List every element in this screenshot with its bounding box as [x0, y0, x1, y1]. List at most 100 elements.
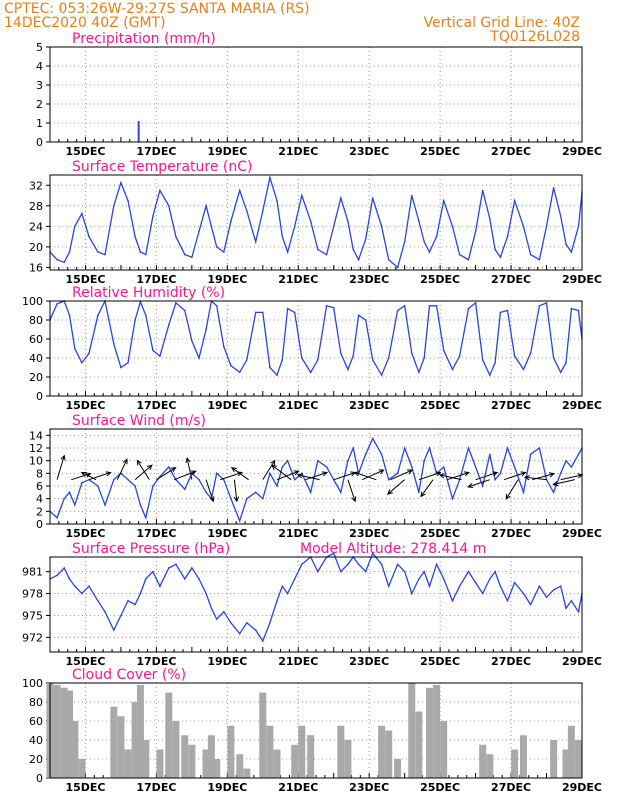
wind-vector-arrow	[276, 470, 300, 481]
x-tick-label: 29DEC	[562, 399, 602, 412]
wind-vector-arrow	[88, 471, 112, 481]
header-station: CPTEC: 053:26W-29:27S SANTA MARIA (RS)	[4, 1, 310, 17]
surface_wind-point	[442, 466, 445, 468]
cloud_cover-bar	[307, 735, 315, 778]
relative_humidity-point	[159, 355, 161, 357]
cloud_cover-bar	[236, 754, 244, 778]
relative_humidity-point	[276, 374, 278, 376]
y-tick-label: 8	[36, 467, 43, 480]
relative_humidity-point	[494, 361, 496, 364]
cloud_cover-bar	[486, 754, 494, 778]
relative_humidity-title: Relative Humidity (%)	[72, 285, 225, 301]
x-tick-label: 15DEC	[65, 145, 105, 158]
surface_pressure-point	[134, 603, 136, 606]
relative_humidity-point	[474, 302, 477, 304]
surface_pressure-point	[293, 578, 296, 580]
cloud_cover-bar	[511, 749, 519, 778]
wind-vector-arrow	[467, 479, 490, 489]
y-tick-label: 0	[36, 136, 43, 149]
relative_humidity-point	[56, 303, 58, 305]
x-tick-label: 27DEC	[491, 527, 531, 540]
y-tick-label: 5	[36, 41, 43, 54]
surface_pressure-point	[529, 603, 532, 606]
surface_temperature-point	[435, 235, 438, 238]
surface_wind-point	[198, 478, 200, 481]
surface_wind-point	[293, 478, 296, 481]
wind-vector-arrow	[347, 479, 357, 503]
wind-vector-arrow	[420, 479, 434, 498]
surface_wind-point	[529, 453, 532, 456]
surface_temperature-point	[63, 261, 65, 264]
y-tick-label: 24	[29, 220, 43, 233]
surface_temperature-point	[423, 240, 425, 243]
y-tick-label: 4	[36, 493, 43, 506]
cloud_cover-bar	[131, 702, 139, 778]
surface_pressure-point	[139, 592, 142, 595]
surface_pressure-point	[168, 567, 170, 569]
relative_humidity-point	[134, 319, 136, 321]
relative_humidity-point	[198, 357, 200, 359]
wind-vector-arrow	[560, 473, 584, 481]
surface_pressure-point	[269, 621, 271, 624]
surface_pressure-point	[254, 629, 257, 631]
surface_wind-point	[451, 497, 454, 500]
y-tick-label: 12	[29, 442, 43, 455]
surface_temperature-point	[246, 210, 248, 212]
surface_temperature-point	[215, 246, 218, 248]
y-tick-label: 2	[36, 505, 43, 518]
surface_wind-point	[387, 478, 390, 481]
surface_pressure-point	[97, 600, 99, 602]
relative_humidity-point	[230, 364, 232, 367]
surface_wind-point	[286, 459, 289, 462]
relative_humidity-point	[570, 307, 573, 310]
header-model-id: TQ0126L028	[489, 29, 580, 45]
surface_temperature-point	[74, 225, 76, 228]
surface_pressure-point	[423, 570, 425, 573]
y-tick-label: 972	[22, 631, 43, 644]
surface_wind-point	[577, 453, 580, 456]
surface_pressure-point	[387, 585, 390, 588]
surface_temperature-point	[481, 189, 484, 192]
wind-vector-arrow	[505, 479, 519, 500]
surface_pressure-point	[205, 592, 207, 595]
surface_temperature-point	[499, 256, 502, 258]
wind-vector-arrow	[438, 473, 462, 481]
surface_pressure-point	[281, 585, 284, 588]
surface_pressure-series-line	[49, 552, 583, 643]
surface_pressure-point	[410, 592, 413, 595]
surface_temperature-point	[56, 258, 58, 261]
cloud_cover-bar	[479, 744, 487, 778]
surface_pressure-point	[494, 570, 496, 573]
surface_temperature-frame	[49, 174, 583, 271]
surface_pressure-point	[286, 592, 289, 595]
surface_wind-point	[254, 491, 257, 494]
relative_humidity-point	[81, 361, 83, 364]
cloud_cover-bar	[78, 759, 86, 778]
x-tick-label: 17DEC	[136, 145, 176, 158]
y-tick-label: 60	[29, 333, 43, 346]
x-tick-label: 19DEC	[207, 781, 247, 794]
surface_temperature-point	[396, 266, 399, 269]
surface_wind-point	[205, 491, 207, 494]
cloud_cover-frame	[49, 682, 583, 779]
cloud_cover-bar	[110, 706, 118, 778]
surface_temperature-point	[513, 199, 516, 202]
x-tick-label: 17DEC	[136, 527, 176, 540]
relative_humidity-point	[152, 349, 154, 352]
surface_wind-point	[262, 497, 264, 500]
model-altitude-label: Model Altitude: 278.414 m	[300, 541, 486, 557]
wind-vector-arrow	[233, 479, 239, 503]
x-tick-label: 17DEC	[136, 273, 176, 286]
wind-vector-arrow	[447, 471, 470, 481]
surface_temperature-point	[340, 197, 342, 199]
relative_humidity-point	[325, 304, 328, 307]
cloud_cover-bar	[298, 725, 306, 778]
surface_pressure-point	[474, 581, 477, 584]
x-tick-label: 19DEC	[207, 399, 247, 412]
surface_pressure-point	[88, 585, 90, 588]
surface_temperature-point	[286, 251, 289, 253]
x-tick-label: 21DEC	[278, 145, 318, 158]
x-tick-label: 17DEC	[136, 399, 176, 412]
surface_pressure-point	[144, 578, 147, 580]
surface_pressure-panel: 972 975 978 981 15DEC 17DEC 19DEC 21DEC 23DEC 25D…	[22, 541, 602, 668]
